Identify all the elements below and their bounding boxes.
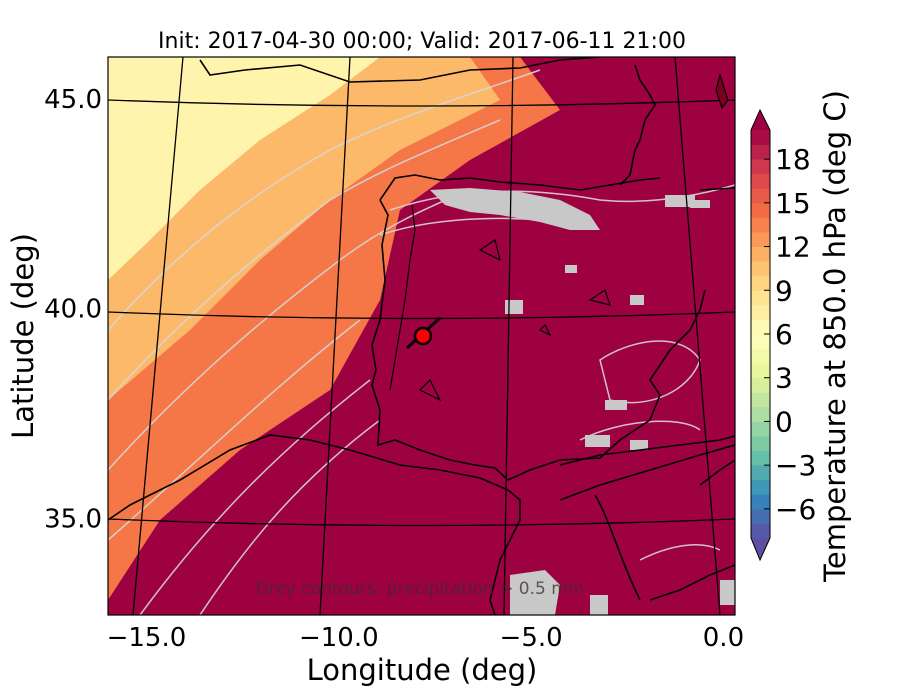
location-marker	[405, 316, 442, 350]
colorbar-bin	[751, 334, 770, 349]
colorbar-bin	[751, 523, 770, 539]
precipitation-note: Grey contours: precipitation > 0.5 mm	[256, 579, 585, 599]
colorbar-bin	[751, 377, 770, 393]
y-tick-label: 40.0	[44, 295, 102, 325]
x-axis-label: Longitude (deg)	[307, 653, 538, 687]
map-area: Grey contours: precipitation > 0.5 mm	[108, 57, 735, 615]
colorbar-bin	[751, 479, 770, 495]
colorbar-bin	[751, 232, 770, 247]
colorbar-bin	[751, 173, 770, 189]
colorbar-label: Temperature at 850.0 hPa (deg C)	[818, 90, 852, 583]
colorbar-tick-label: −6	[775, 493, 816, 526]
x-tick-label: −15.0	[107, 623, 187, 653]
colorbar-bins	[751, 130, 770, 539]
colorbar-tick-label: 3	[775, 362, 793, 395]
meridian-minus-10	[319, 57, 351, 615]
colorbar-bin	[751, 494, 770, 510]
colorbar-tick-label: 18	[775, 143, 811, 176]
colorbar-bin	[751, 392, 770, 408]
field-region-far-north-west	[108, 57, 240, 150]
colorbar-bin	[751, 275, 770, 291]
colorbar-tick-label: 9	[775, 274, 793, 307]
location-marker-dot	[413, 326, 433, 346]
colorbar-tick-label: −3	[775, 449, 816, 482]
colorbar-bin	[751, 202, 770, 218]
y-axis-label: Latitude (deg)	[6, 233, 40, 439]
meridian-0	[674, 57, 721, 615]
colorbar-bin	[751, 217, 770, 233]
meridian-minus-15	[132, 57, 184, 615]
x-tick-label: −5.0	[500, 623, 563, 653]
colorbar-tick-label: 0	[775, 405, 793, 438]
colorbar-tick-label: 6	[775, 318, 793, 351]
colorbar-bin	[751, 159, 770, 175]
x-tick-label: −10.0	[299, 623, 379, 653]
colorbar-bin	[751, 144, 770, 160]
colorbar-tick-label: 15	[775, 187, 811, 220]
colorbar-bin	[751, 421, 770, 437]
colorbar-max-extension	[751, 110, 770, 130]
colorbar-bin	[751, 290, 770, 306]
colorbar-bin	[751, 304, 770, 320]
x-axis-ticks: −15.0 −10.0 −5.0 0.0	[107, 623, 745, 653]
colorbar-outline	[750, 108, 771, 562]
chart-title: Init: 2017-04-30 00:00; Valid: 2017-06-1…	[158, 29, 686, 54]
map-frame	[107, 56, 736, 616]
colorbar-bin	[751, 246, 770, 262]
coast-france-west	[199, 57, 601, 83]
colorbar-bin	[751, 465, 770, 481]
parallel-35	[108, 518, 735, 527]
colorbar-bin	[751, 319, 770, 335]
parallel-40	[108, 311, 735, 320]
meridian-minus-5	[503, 57, 514, 615]
colorbar-bin	[751, 348, 770, 364]
colorbar-bin	[751, 261, 770, 277]
y-tick-label: 45.0	[44, 85, 102, 115]
graticule	[108, 57, 735, 615]
colorbar-bin	[751, 450, 770, 466]
colorbar-bin	[751, 188, 770, 204]
colorbar-bin	[751, 508, 770, 524]
field-region-north-west	[108, 57, 380, 280]
x-tick-label: 0.0	[703, 623, 744, 653]
colorbar-bin	[751, 436, 770, 451]
coast-france-east	[619, 64, 656, 186]
y-axis-ticks: 35.0 40.0 45.0	[44, 85, 102, 535]
colorbar-min-extension	[751, 538, 770, 560]
colorbar-bin	[751, 130, 770, 145]
country-borders	[389, 72, 729, 402]
colorbar-bin	[751, 363, 770, 379]
parallel-45	[108, 99, 735, 107]
coastlines	[108, 57, 735, 615]
colorbar-bin	[751, 406, 770, 422]
y-tick-label: 35.0	[44, 505, 102, 535]
colorbar-ticks: 18 15 12 9 6 3 0 −3 −6	[764, 143, 816, 526]
colorbar: 18 15 12 9 6 3 0 −3 −6	[750, 108, 816, 562]
precipitation-patches	[430, 188, 735, 615]
colorbar-tick-label: 12	[775, 231, 811, 264]
